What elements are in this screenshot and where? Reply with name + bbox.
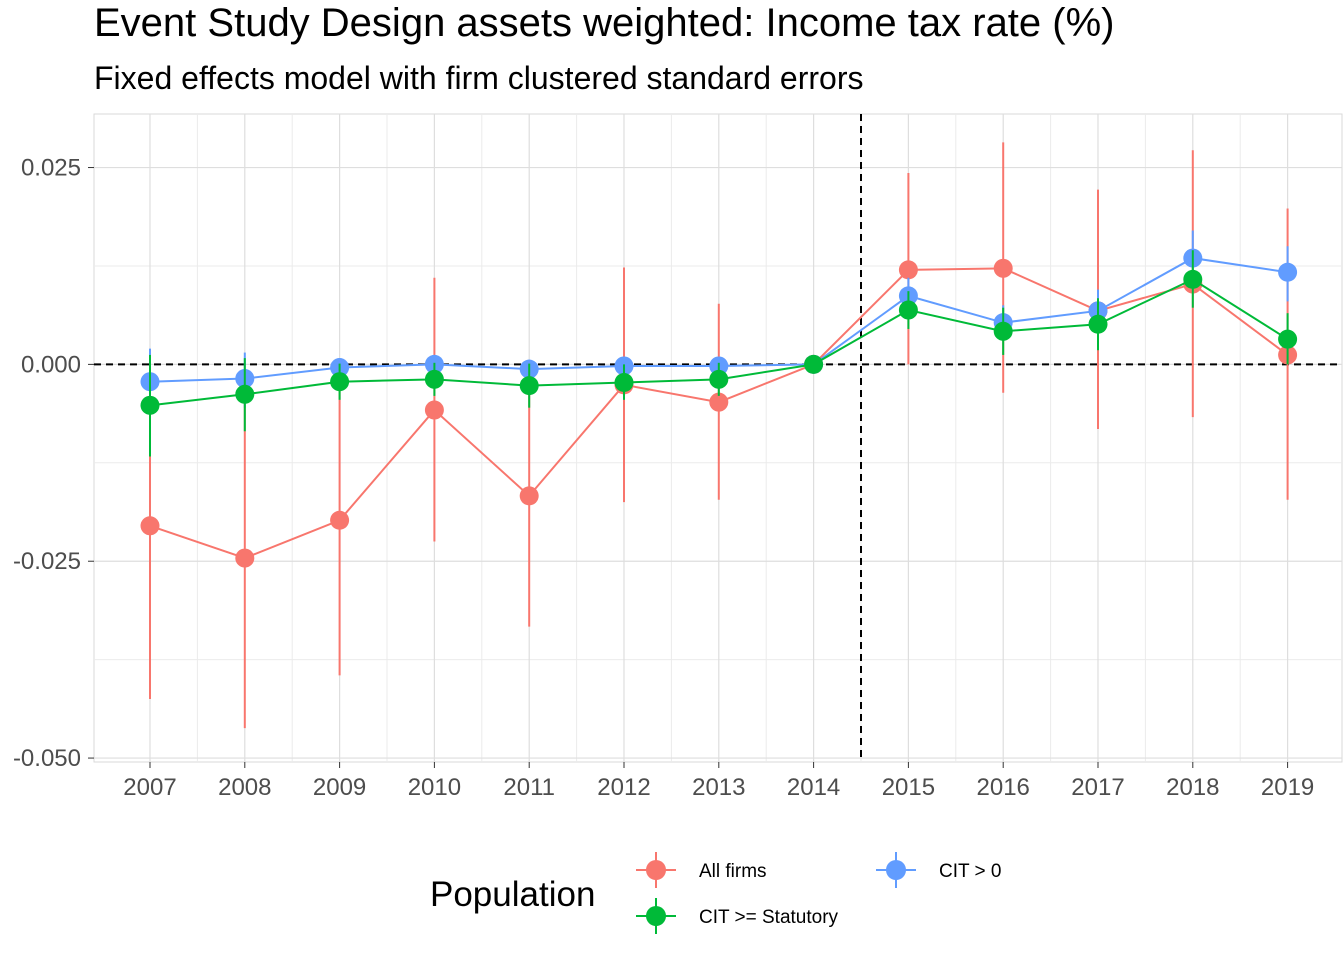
x-tick-label: 2013	[692, 774, 745, 801]
y-tick-label: 0.000	[21, 351, 81, 378]
data-point	[1278, 262, 1298, 282]
x-tick-label: 2019	[1261, 774, 1314, 801]
y-tick-label: 0.025	[21, 155, 81, 182]
y-tick-label: -0.025	[13, 548, 81, 575]
data-point	[993, 321, 1013, 341]
x-tick-label: 2009	[313, 774, 366, 801]
data-point	[804, 354, 824, 374]
legend-key-all-firms	[636, 852, 676, 888]
y-axis: 0.025 0.000 -0.025 -0.050	[13, 155, 94, 772]
x-tick-label: 2017	[1071, 774, 1124, 801]
x-axis: 2007 2008 2009 2010 2011 2012 2013 2014 2015 2016…	[123, 762, 1314, 801]
data-point	[898, 260, 918, 280]
x-tick-label: 2016	[977, 774, 1030, 801]
x-tick-label: 2008	[218, 774, 271, 801]
data-point	[235, 548, 255, 568]
data-point	[898, 300, 918, 320]
data-point	[709, 369, 729, 389]
x-tick-label: 2007	[123, 774, 176, 801]
legend-key-point	[886, 860, 906, 880]
data-point	[140, 516, 160, 536]
chart-subtitle: Fixed effects model with firm clustered …	[94, 60, 863, 96]
x-tick-label: 2010	[408, 774, 461, 801]
data-point	[614, 372, 634, 392]
data-point	[709, 392, 729, 412]
chart-title: Event Study Design assets weighted: Inco…	[94, 1, 1115, 45]
data-point	[330, 372, 350, 392]
x-tick-label: 2018	[1166, 774, 1219, 801]
data-point	[1088, 314, 1108, 334]
data-point	[1183, 269, 1203, 289]
legend-label-cit-positive: CIT > 0	[939, 861, 1001, 882]
series-layer	[140, 142, 1298, 729]
data-point	[424, 369, 444, 389]
data-point	[1278, 329, 1298, 349]
legend: Population All firms CIT > 0 CIT >= Stat…	[430, 852, 1001, 934]
x-tick-label: 2015	[882, 774, 935, 801]
x-tick-label: 2011	[503, 774, 555, 801]
x-tick-label: 2012	[597, 774, 650, 801]
legend-label-cit-statutory: CIT >= Statutory	[699, 907, 839, 928]
data-point	[519, 486, 539, 506]
series-2	[140, 250, 1298, 457]
legend-label-all-firms: All firms	[699, 861, 767, 882]
legend-key-point	[646, 906, 666, 926]
legend-key-point	[646, 860, 666, 880]
legend-key-cit-positive	[876, 852, 916, 888]
legend-title: Population	[430, 875, 595, 914]
data-point	[519, 376, 539, 396]
data-point	[235, 384, 255, 404]
y-tick-label: -0.050	[13, 745, 81, 772]
x-tick-label: 2014	[787, 774, 840, 801]
data-point	[330, 510, 350, 530]
data-point	[140, 395, 160, 415]
data-point	[993, 258, 1013, 278]
data-point	[424, 400, 444, 420]
legend-key-cit-statutory	[636, 898, 676, 934]
